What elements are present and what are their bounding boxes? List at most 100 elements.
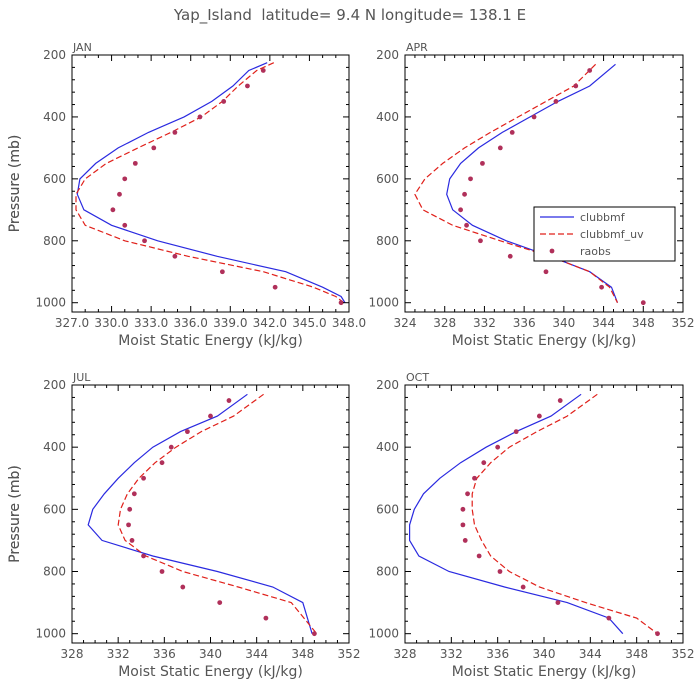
plot-frame	[71, 54, 350, 313]
raobs-point	[127, 506, 133, 512]
x-tick-label: 352	[672, 316, 695, 330]
panel-title: OCT	[406, 371, 429, 384]
x-tick-label: 336	[486, 647, 509, 661]
x-tick-label: 332	[440, 647, 463, 661]
panel-oct: OCT 200 400 600 800 1000 328 332 336 340 344 348 352…	[7, 371, 694, 680]
raobs-point	[159, 460, 165, 466]
raobs-point	[117, 191, 122, 197]
raobs-point	[219, 269, 225, 275]
x-tick-label: 332	[107, 647, 130, 661]
raobs-point	[640, 300, 646, 306]
raobs-point	[272, 284, 278, 290]
x-tick-label: 328	[61, 647, 84, 661]
y-tick-label: 600	[376, 502, 399, 516]
y-tick-label: 200	[43, 48, 66, 62]
raobs-point	[497, 569, 503, 574]
x-tick-label: 327.0	[55, 316, 89, 330]
panel-title: JUL	[72, 371, 91, 384]
raobs-point	[464, 222, 469, 228]
raobs-point	[553, 99, 559, 104]
clubbmf_uv-line	[471, 393, 658, 635]
raobs-point	[110, 207, 116, 213]
raobs-point	[655, 631, 660, 637]
x-tick-label: 332	[473, 316, 496, 330]
raobs-point	[141, 553, 146, 559]
x-tick-label: 352	[672, 647, 695, 661]
raobs-point	[480, 160, 485, 166]
y-tick-label: 200	[376, 48, 399, 62]
panel-title: APR	[406, 41, 428, 54]
y-tick-label: 200	[376, 378, 399, 392]
y-tick-label: 400	[376, 110, 399, 124]
raobs-point	[122, 176, 128, 182]
panel-title: JAN	[72, 41, 92, 54]
x-tick-label: 333.0	[134, 316, 168, 330]
y-tick-label: 1000	[35, 627, 66, 641]
raobs-point	[260, 68, 266, 73]
y-tick-label: 800	[376, 565, 399, 579]
legend-label: raobs	[580, 245, 611, 258]
plot-frame	[404, 54, 684, 313]
x-tick-label: 339.0	[213, 316, 247, 330]
raobs-point	[122, 222, 128, 228]
x-tick-label: 336	[153, 647, 176, 661]
raobs-point	[573, 83, 579, 89]
raobs-point	[126, 522, 131, 528]
raobs-point	[180, 584, 186, 590]
x-axis-label: Moist Static Energy (kJ/kg)	[452, 664, 637, 680]
raobs-point	[168, 444, 174, 450]
y-tick-label: 600	[376, 172, 399, 186]
y-axis-label: Pressure (mb)	[7, 465, 23, 563]
raobs-point	[460, 506, 466, 512]
raobs-point	[245, 83, 250, 89]
raobs-point	[476, 553, 482, 559]
legend-box	[533, 206, 676, 262]
x-tick-label: 340	[199, 647, 222, 661]
raobs-point	[587, 68, 593, 73]
raobs-point	[458, 207, 463, 213]
raobs-point	[217, 600, 223, 605]
y-axis-label: Pressure (mb)	[7, 135, 23, 233]
raobs-point	[129, 538, 135, 543]
clubbmf-line	[409, 393, 624, 635]
x-tick-label: 348	[291, 647, 314, 661]
raobs-point	[468, 176, 473, 182]
raobs-point	[497, 145, 503, 151]
raobs-point	[141, 475, 146, 481]
raobs-point	[507, 253, 513, 259]
raobs-point	[472, 475, 477, 481]
clubbmf-line	[446, 63, 619, 303]
legend-label: clubbmf	[580, 211, 626, 224]
x-tick-label: 336	[513, 316, 536, 330]
raobs-point	[543, 269, 549, 275]
panel-jul: JUL 200 400 600 800 1000 328 332 336 340 344 348 352…	[7, 371, 360, 680]
raobs-point	[481, 460, 487, 466]
clubbmf_uv-line	[75, 62, 345, 304]
legend-label: clubbmf_uv	[580, 228, 644, 241]
y-tick-label: 800	[376, 234, 399, 248]
x-tick-label: 340	[533, 647, 556, 661]
y-tick-label: 200	[43, 378, 66, 392]
raobs-point	[509, 130, 515, 135]
x-tick-label: 330.0	[94, 316, 128, 330]
raobs-point	[311, 631, 317, 637]
raobs-point	[555, 600, 561, 605]
x-tick-label: 342.0	[253, 316, 287, 330]
raobs-point	[460, 522, 466, 528]
x-tick-label: 352	[338, 647, 361, 661]
x-tick-label: 328	[394, 647, 417, 661]
y-axis-label: Pressure (mb)	[7, 465, 23, 563]
x-tick-label: 340	[552, 316, 575, 330]
x-tick-label: 324	[394, 316, 417, 330]
raobs-point	[531, 114, 537, 120]
y-tick-label: 400	[43, 110, 66, 124]
x-tick-label: 348.0	[332, 316, 366, 330]
raobs-point	[606, 615, 612, 621]
x-axis-label: Moist Static Energy (kJ/kg)	[118, 333, 303, 349]
panel-jan: JAN 200 400 600 800 1000 327.0 330.0 333.0 336.0 3…	[7, 41, 366, 349]
raobs-point	[132, 160, 138, 166]
raobs-point	[520, 584, 526, 590]
raobs-point	[172, 253, 178, 259]
